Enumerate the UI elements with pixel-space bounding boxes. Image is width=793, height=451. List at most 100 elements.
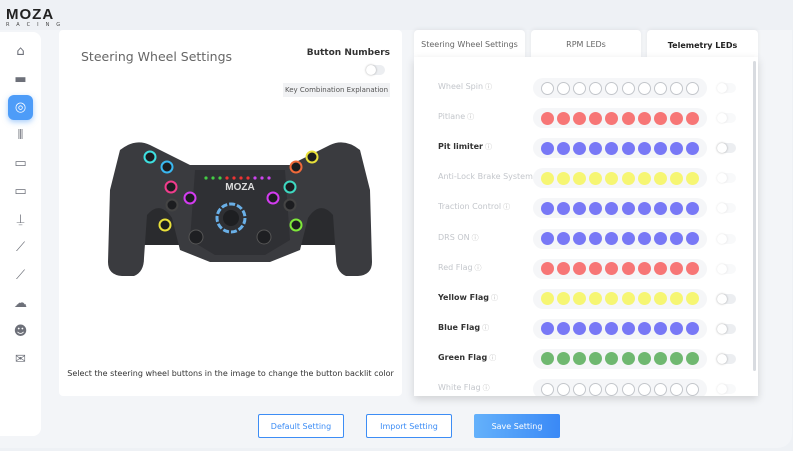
led-dot[interactable] (572, 171, 586, 185)
sidebar-item-cloud-upload[interactable]: ☁ (8, 291, 33, 316)
led-dot[interactable] (686, 171, 700, 185)
steering-wheel-image[interactable]: MOZA (100, 130, 380, 290)
led-dot[interactable] (572, 201, 586, 215)
led-dot[interactable] (670, 81, 684, 95)
led-dot[interactable] (653, 322, 667, 336)
info-icon[interactable]: ⓘ (485, 83, 493, 91)
scrollbar[interactable] (753, 61, 756, 371)
led-dot[interactable] (686, 292, 700, 306)
sidebar-item-wheelbase[interactable]: ▬ (8, 67, 33, 92)
wheel-button[interactable] (183, 191, 197, 205)
led-dot[interactable] (653, 352, 667, 366)
led-dot[interactable] (686, 111, 700, 125)
sidebar-item-dashboard[interactable]: ▭ (8, 151, 33, 176)
led-dot[interactable] (605, 232, 619, 245)
led-dot[interactable] (621, 111, 635, 125)
led-dot[interactable] (605, 352, 619, 366)
led-dot[interactable] (572, 232, 586, 245)
led-dot[interactable] (621, 81, 635, 95)
led-dot[interactable] (621, 382, 635, 396)
led-dot[interactable] (637, 382, 651, 396)
led-dot[interactable] (670, 382, 684, 396)
led-dot[interactable] (670, 141, 684, 155)
led-color-strip[interactable] (533, 348, 707, 369)
led-dot[interactable] (589, 111, 603, 125)
led-dot[interactable] (653, 262, 667, 276)
info-icon[interactable]: ⓘ (503, 203, 511, 212)
led-dot[interactable] (653, 201, 667, 215)
info-icon[interactable]: ⓘ (490, 293, 498, 302)
led-dot[interactable] (589, 141, 603, 155)
led-color-strip[interactable] (533, 228, 707, 249)
led-dot[interactable] (621, 171, 635, 185)
led-dot[interactable] (686, 352, 700, 366)
tab-telemetry-leds[interactable]: Telemetry LEDs (647, 30, 758, 60)
led-dot[interactable] (621, 322, 635, 336)
led-dot[interactable] (572, 141, 586, 155)
led-dot[interactable] (653, 292, 667, 306)
led-dot[interactable] (653, 382, 667, 396)
sidebar-item-home[interactable]: ⌂ (8, 39, 33, 64)
led-dot[interactable] (605, 201, 619, 215)
sidebar-item-chat[interactable]: ✉ (8, 347, 33, 372)
tab-rpm-leds[interactable]: RPM LEDs (531, 30, 641, 58)
telemetry-toggle[interactable] (717, 353, 736, 364)
led-dot[interactable] (605, 81, 619, 95)
led-dot[interactable] (605, 262, 619, 276)
led-dot[interactable] (637, 141, 651, 155)
led-dot[interactable] (686, 201, 700, 215)
led-dot[interactable] (556, 322, 570, 336)
right-rotary[interactable] (256, 229, 272, 245)
key-combination-button[interactable]: Key Combination Explanation (283, 83, 390, 97)
led-dot[interactable] (556, 141, 570, 155)
info-icon[interactable]: ⓘ (471, 233, 479, 242)
led-dot[interactable] (556, 382, 570, 396)
led-dot[interactable] (686, 141, 700, 155)
led-dot[interactable] (589, 201, 603, 215)
wheel-button[interactable] (164, 180, 178, 194)
led-dot[interactable] (637, 201, 651, 215)
led-dot[interactable] (605, 171, 619, 185)
led-dot[interactable] (605, 382, 619, 396)
led-dot[interactable] (556, 262, 570, 276)
led-color-strip[interactable] (533, 318, 707, 339)
led-dot[interactable] (621, 201, 635, 215)
telemetry-toggle[interactable] (717, 384, 736, 394)
wheel-button[interactable] (143, 150, 157, 164)
led-dot[interactable] (670, 352, 684, 366)
sidebar-item-shifter[interactable]: ⍊ (8, 207, 33, 232)
save-setting-button[interactable]: Save Setting (474, 414, 560, 438)
telemetry-toggle[interactable] (717, 323, 736, 334)
led-color-strip[interactable] (533, 168, 707, 189)
info-icon[interactable]: ⓘ (482, 384, 490, 392)
led-dot[interactable] (621, 262, 635, 276)
led-dot[interactable] (605, 111, 619, 125)
led-dot[interactable] (621, 352, 635, 366)
led-dot[interactable] (670, 171, 684, 185)
led-color-strip[interactable] (533, 108, 707, 129)
led-dot[interactable] (637, 81, 651, 95)
info-icon[interactable]: ⓘ (474, 263, 482, 272)
led-dot[interactable] (605, 322, 619, 336)
led-dot[interactable] (686, 81, 700, 95)
telemetry-toggle[interactable] (717, 143, 736, 154)
led-dot[interactable] (686, 322, 700, 336)
tab-steering-wheel-settings[interactable]: Steering Wheel Settings (414, 30, 525, 58)
wheel-button[interactable] (289, 218, 303, 232)
sidebar-item-steering-wheel[interactable]: ◎ (8, 95, 33, 120)
led-dot[interactable] (637, 111, 651, 125)
left-rotary[interactable] (188, 229, 204, 245)
led-dot[interactable] (670, 262, 684, 276)
led-dot[interactable] (572, 262, 586, 276)
info-icon[interactable]: ⓘ (482, 323, 490, 332)
led-dot[interactable] (670, 322, 684, 336)
default-setting-button[interactable]: Default Setting (258, 414, 344, 438)
sidebar-item-user[interactable]: ☻ (8, 319, 33, 344)
led-dot[interactable] (572, 322, 586, 336)
led-dot[interactable] (621, 141, 635, 155)
led-dot[interactable] (653, 141, 667, 155)
wheel-button[interactable] (283, 198, 297, 212)
wheel-button[interactable] (266, 191, 280, 205)
led-dot[interactable] (572, 292, 586, 306)
sidebar-item-handbrake-2[interactable]: ⟋ (8, 263, 33, 288)
